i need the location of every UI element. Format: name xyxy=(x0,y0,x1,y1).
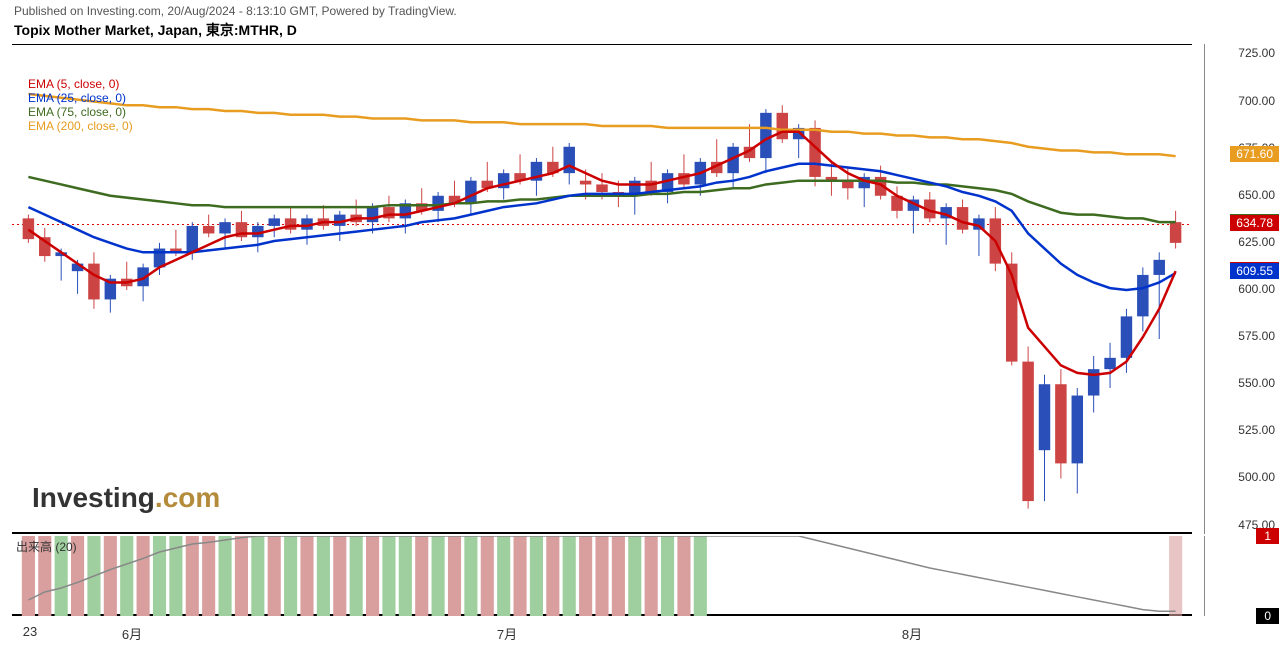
ema-legend: EMA (5, close, 0)EMA (25, close, 0)EMA (… xyxy=(28,77,133,133)
y-tick: 625.00 xyxy=(1238,235,1275,249)
x-tick: 6月 xyxy=(122,624,142,643)
x-tick: 7月 xyxy=(497,624,517,643)
volume-y-axis: 10 xyxy=(1204,536,1279,616)
y-tick: 550.00 xyxy=(1238,376,1275,390)
y-tick: 725.00 xyxy=(1238,46,1275,60)
x-tick: 23 xyxy=(23,624,37,639)
y-tick: 500.00 xyxy=(1238,470,1275,484)
chart-title: Topix Mother Market, Japan, 東京:MTHR, D xyxy=(0,18,1279,44)
price-label: 609.55 xyxy=(1230,263,1279,279)
volume-label: 出来高 (20) xyxy=(16,538,77,555)
publish-header: Published on Investing.com, 20/Aug/2024 … xyxy=(0,0,1279,18)
volume-y-label: 1 xyxy=(1256,528,1279,544)
price-chart[interactable]: EMA (5, close, 0)EMA (25, close, 0)EMA (… xyxy=(12,44,1192,534)
y-tick: 600.00 xyxy=(1238,282,1275,296)
y-tick: 650.00 xyxy=(1238,188,1275,202)
price-svg xyxy=(12,45,1192,535)
volume-svg xyxy=(12,536,1192,616)
ema-legend-item: EMA (200, close, 0) xyxy=(28,119,133,133)
ema-legend-item: EMA (75, close, 0) xyxy=(28,105,133,119)
y-axis: 475.00500.00525.00550.00575.00600.00625.… xyxy=(1204,44,1279,534)
y-tick: 700.00 xyxy=(1238,94,1275,108)
x-axis: 23 6月 7月 8月 xyxy=(12,618,1192,648)
price-label: 634.78 xyxy=(1230,215,1279,231)
volume-y-label: 0 xyxy=(1256,608,1279,624)
watermark-logo: Investing.com xyxy=(32,482,220,514)
price-label: 671.60 xyxy=(1230,146,1279,162)
y-tick: 575.00 xyxy=(1238,329,1275,343)
volume-chart[interactable]: 出来高 (20) xyxy=(12,536,1192,616)
y-tick: 525.00 xyxy=(1238,423,1275,437)
ema-legend-item: EMA (5, close, 0) xyxy=(28,77,133,91)
ema-legend-item: EMA (25, close, 0) xyxy=(28,91,133,105)
x-tick: 8月 xyxy=(902,624,922,643)
